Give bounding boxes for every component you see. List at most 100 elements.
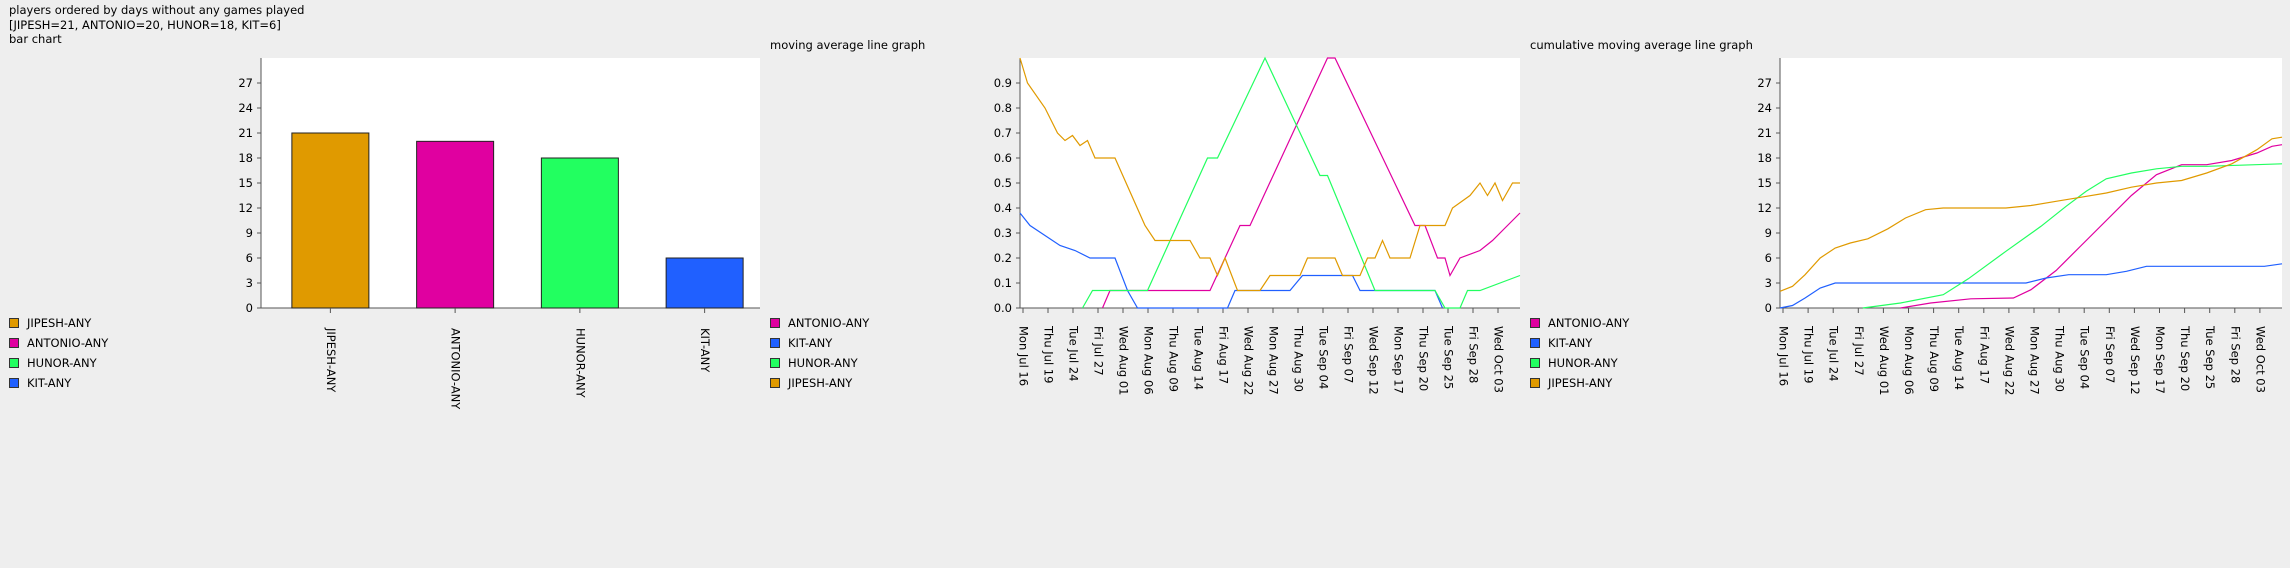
header-player-counts: [JIPESH=21, ANTONIO=20, HUNOR=18, KIT=6] — [9, 17, 281, 32]
legend-swatch — [9, 318, 19, 328]
series-line — [1019, 212, 1444, 309]
x-tick-label: Mon Aug 27 — [1267, 326, 1281, 395]
x-tick-label: Fri Sep 07 — [1342, 326, 1356, 383]
x-tick-label: Mon Aug 06 — [1902, 326, 1916, 395]
legend-item: KIT-ANY — [9, 373, 108, 393]
x-tick-label: Tue Sep 25 — [2203, 325, 2217, 389]
legend-label: HUNOR-ANY — [1548, 356, 1618, 370]
x-tick-label: Fri Sep 28 — [2228, 326, 2242, 383]
y-tick-label: 3 — [1765, 276, 1772, 290]
y-tick-label: 0.5 — [994, 176, 1012, 190]
legend-label: KIT-ANY — [27, 376, 72, 390]
x-tick-label: Fri Sep 28 — [1467, 326, 1481, 383]
legend-item: ANTONIO-ANY — [770, 313, 869, 333]
x-tick-label: Wed Aug 01 — [1877, 326, 1891, 395]
x-tick-label: Wed Oct 03 — [1492, 326, 1506, 393]
x-tick-label: Thu Jul 19 — [1042, 325, 1056, 383]
y-tick-label: 6 — [1765, 251, 1772, 265]
x-tick-label: Tue Jul 24 — [1827, 325, 1841, 381]
y-tick-label: 0.1 — [994, 276, 1012, 290]
y-tick-label: 9 — [1765, 226, 1772, 240]
bar — [665, 257, 744, 309]
legend-swatch — [1530, 358, 1540, 368]
y-tick-label: 21 — [238, 126, 253, 140]
series-line — [1779, 136, 2283, 292]
x-tick-label: Tue Aug 14 — [1192, 325, 1206, 390]
x-tick-label: Thu Jul 19 — [1802, 325, 1816, 383]
legend-swatch — [1530, 378, 1540, 388]
legend-label: JIPESH-ANY — [788, 376, 853, 390]
series-line — [1081, 56, 1521, 309]
y-tick-label: 0.0 — [994, 301, 1012, 315]
x-tick-label: KIT-ANY — [698, 328, 712, 373]
legend-label: ANTONIO-ANY — [1548, 316, 1630, 330]
x-tick-label: Fri Jul 27 — [1092, 326, 1106, 376]
y-tick-label: 0.6 — [994, 151, 1012, 165]
x-tick-label: Tue Sep 25 — [1442, 325, 1456, 389]
legend-swatch — [770, 318, 780, 328]
legend-swatch — [1530, 338, 1540, 348]
y-tick-label: 0.9 — [994, 76, 1012, 90]
x-tick-label: Tue Jul 24 — [1067, 325, 1081, 381]
legend-label: KIT-ANY — [1548, 336, 1593, 350]
legend-label: ANTONIO-ANY — [788, 316, 870, 330]
y-tick-label: 12 — [238, 201, 253, 215]
legend-swatch — [770, 338, 780, 348]
x-tick-label: Wed Aug 22 — [1242, 326, 1256, 395]
x-tick-label: Tue Sep 04 — [1317, 325, 1331, 389]
legend-item: JIPESH-ANY — [9, 313, 108, 333]
y-tick-label: 0.8 — [994, 101, 1012, 115]
legend-item: JIPESH-ANY — [770, 373, 869, 393]
y-tick-label: 18 — [1757, 151, 1772, 165]
x-tick-label: HUNOR-ANY — [573, 328, 587, 399]
legend-label: ANTONIO-ANY — [27, 336, 109, 350]
series-line — [1019, 57, 1520, 292]
x-tick-label: Wed Oct 03 — [2253, 326, 2267, 393]
bar — [540, 157, 619, 309]
y-tick-label: 0 — [246, 301, 253, 315]
x-tick-label: Thu Sep 20 — [2178, 325, 2192, 391]
x-tick-label: Mon Sep 17 — [2153, 326, 2167, 394]
x-tick-label: JIPESH-ANY — [324, 327, 338, 393]
x-tick-label: Thu Aug 30 — [1292, 325, 1306, 392]
x-tick-label: Mon Aug 27 — [2028, 326, 2042, 395]
x-tick-label: Thu Aug 09 — [1927, 325, 1941, 392]
legend-label: JIPESH-ANY — [1548, 376, 1613, 390]
chart-header: players ordered by days without any game… — [9, 3, 304, 47]
legend-swatch — [1530, 318, 1540, 328]
x-tick-label: Mon Sep 17 — [1392, 326, 1406, 394]
x-tick-label: Fri Jul 27 — [1852, 326, 1866, 376]
legend-item: HUNOR-ANY — [770, 353, 869, 373]
y-tick-label: 27 — [1757, 76, 1772, 90]
cumulative-chart-title: cumulative moving average line graph — [1530, 38, 1753, 52]
legend-item: KIT-ANY — [1530, 333, 1629, 353]
legend-item: KIT-ANY — [770, 333, 869, 353]
series-line — [1779, 263, 2283, 309]
plot-area — [1780, 58, 2282, 308]
x-tick-label: Tue Sep 04 — [2078, 325, 2092, 389]
cumulative-chart-legend: ANTONIO-ANY KIT-ANY HUNOR-ANY JIPESH-ANY — [1530, 313, 1629, 393]
legend-swatch — [9, 358, 19, 368]
bar-chart-legend: JIPESH-ANY ANTONIO-ANY HUNOR-ANY KIT-ANY — [9, 313, 108, 393]
x-tick-label: Mon Aug 06 — [1142, 326, 1156, 395]
x-tick-label: Mon Jul 16 — [1777, 326, 1791, 386]
y-tick-label: 0.4 — [994, 201, 1012, 215]
y-tick-label: 6 — [246, 251, 253, 265]
legend-item: ANTONIO-ANY — [1530, 313, 1629, 333]
header-description: players ordered by days without any game… — [9, 3, 305, 17]
line-chart-title: moving average line graph — [770, 38, 926, 52]
y-tick-label: 0 — [1765, 301, 1772, 315]
legend-label: KIT-ANY — [788, 336, 833, 350]
legend-swatch — [770, 358, 780, 368]
legend-label: HUNOR-ANY — [788, 356, 858, 370]
legend-label: HUNOR-ANY — [27, 356, 97, 370]
bar — [416, 140, 495, 309]
y-tick-label: 0.2 — [994, 251, 1012, 265]
legend-swatch — [770, 378, 780, 388]
legend-item: ANTONIO-ANY — [9, 333, 108, 353]
y-tick-label: 15 — [1757, 176, 1772, 190]
x-tick-label: Tue Aug 14 — [1952, 325, 1966, 390]
x-tick-label: Wed Sep 12 — [1367, 326, 1381, 395]
x-tick-label: Wed Aug 01 — [1117, 326, 1131, 395]
